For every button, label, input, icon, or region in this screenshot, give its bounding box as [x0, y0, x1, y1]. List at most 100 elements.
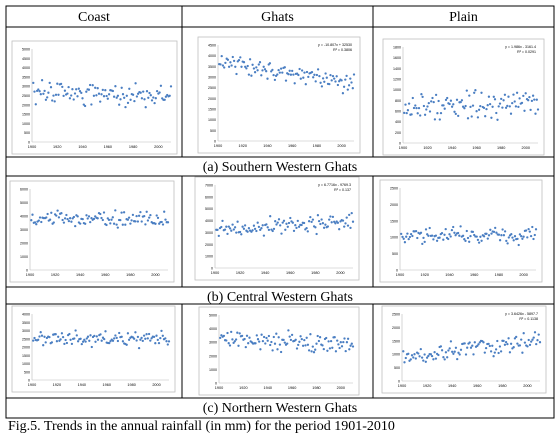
data-point	[139, 210, 142, 214]
y-tick-label: 0	[399, 142, 401, 146]
chart-frame	[198, 306, 360, 396]
data-point	[403, 361, 406, 364]
data-point	[531, 225, 534, 229]
data-point	[510, 233, 513, 236]
data-point	[96, 87, 99, 90]
data-point	[329, 73, 332, 77]
data-point	[407, 352, 410, 355]
data-point	[227, 342, 230, 345]
data-point	[107, 93, 111, 96]
data-point	[112, 222, 116, 225]
data-point	[256, 69, 259, 72]
data-point	[48, 81, 51, 85]
data-point	[303, 71, 306, 74]
y-tick-label: 3000	[22, 329, 30, 333]
data-point	[449, 235, 452, 238]
data-point	[262, 65, 265, 68]
data-point	[53, 100, 56, 103]
data-point	[482, 106, 486, 110]
data-point	[134, 331, 137, 334]
data-point	[55, 340, 59, 343]
data-point	[59, 338, 62, 341]
data-point	[443, 233, 446, 236]
data-point	[457, 114, 460, 118]
x-tick-label: 1940	[448, 146, 456, 150]
data-point	[266, 77, 269, 80]
data-point	[341, 219, 345, 222]
data-point	[417, 106, 421, 110]
data-point	[348, 348, 351, 351]
data-point	[432, 358, 435, 361]
data-point	[309, 333, 312, 336]
data-point	[532, 237, 535, 241]
data-point	[43, 335, 46, 338]
data-point	[235, 72, 238, 76]
data-point	[63, 217, 67, 220]
data-point	[279, 224, 282, 227]
data-point	[504, 106, 508, 109]
data-point	[163, 210, 166, 213]
data-point	[322, 226, 326, 229]
data-point	[284, 228, 287, 231]
data-point	[292, 229, 296, 233]
data-point	[458, 353, 461, 356]
data-point	[511, 101, 514, 105]
data-point	[124, 223, 127, 226]
data-point	[57, 216, 61, 219]
data-point	[245, 67, 248, 70]
data-point	[322, 347, 325, 351]
data-point	[114, 334, 117, 337]
data-point	[71, 88, 74, 91]
y-tick-label: 3000	[20, 228, 28, 232]
data-point	[122, 211, 126, 214]
data-point	[72, 215, 76, 219]
x-tick-label: 1960	[470, 273, 478, 277]
data-point	[87, 88, 91, 91]
data-point	[258, 61, 262, 64]
data-point	[316, 334, 319, 338]
data-point	[99, 333, 102, 336]
r-squared: R² = 0.3806	[333, 48, 352, 52]
data-point	[306, 343, 310, 346]
data-point	[135, 95, 139, 98]
data-point	[350, 81, 353, 84]
x-tick-label: 1900	[211, 271, 219, 275]
data-point	[272, 73, 275, 77]
data-point	[96, 217, 99, 220]
data-point	[418, 355, 421, 358]
data-point	[144, 337, 147, 340]
data-point	[344, 78, 347, 81]
data-point	[326, 349, 329, 352]
data-point	[255, 334, 258, 337]
data-point	[105, 94, 108, 98]
data-point	[297, 343, 300, 347]
x-tick-label: 1980	[495, 273, 503, 277]
data-point	[437, 99, 440, 103]
data-point	[32, 339, 35, 342]
data-point	[287, 329, 290, 332]
x-tick-label: 1920	[423, 384, 431, 388]
y-tick-label: 1000	[22, 362, 30, 366]
data-point	[338, 80, 341, 83]
data-point	[251, 63, 254, 66]
data-point	[155, 89, 159, 93]
data-point	[289, 216, 292, 220]
data-point	[476, 344, 479, 348]
data-point	[535, 98, 538, 101]
data-point	[119, 218, 122, 222]
data-point	[115, 336, 118, 340]
data-point	[257, 225, 261, 229]
y-tick-label: 0	[28, 379, 30, 383]
data-point	[435, 239, 439, 242]
data-point	[485, 107, 488, 111]
data-point	[99, 100, 102, 103]
data-point	[488, 102, 492, 106]
data-point	[504, 340, 508, 344]
data-point	[311, 218, 315, 221]
data-point	[529, 108, 532, 112]
data-point	[508, 351, 512, 354]
data-point	[61, 85, 64, 89]
data-point	[471, 344, 474, 347]
data-point	[452, 103, 455, 106]
data-point	[287, 73, 290, 76]
